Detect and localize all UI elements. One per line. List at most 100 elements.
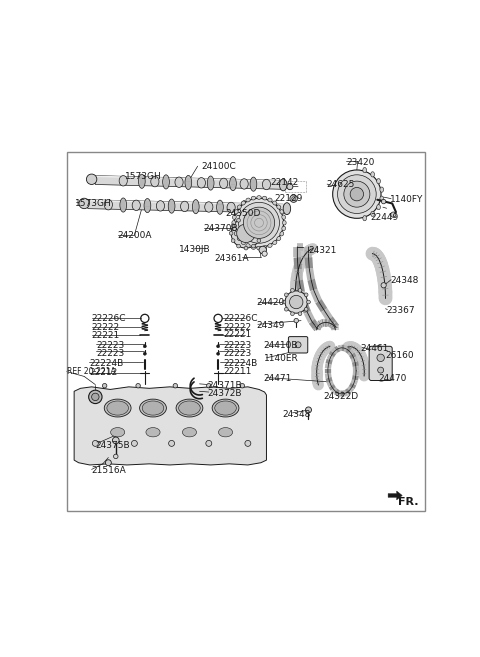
Circle shape bbox=[333, 170, 381, 218]
Ellipse shape bbox=[246, 198, 250, 202]
Ellipse shape bbox=[250, 177, 257, 191]
Ellipse shape bbox=[263, 246, 267, 249]
Ellipse shape bbox=[232, 215, 236, 219]
Circle shape bbox=[92, 393, 99, 401]
Circle shape bbox=[252, 244, 255, 248]
Circle shape bbox=[292, 196, 296, 200]
Circle shape bbox=[287, 184, 293, 190]
Circle shape bbox=[350, 187, 363, 201]
Text: 24420: 24420 bbox=[256, 298, 285, 307]
Ellipse shape bbox=[104, 399, 131, 417]
Circle shape bbox=[378, 367, 384, 373]
Circle shape bbox=[239, 202, 279, 243]
Circle shape bbox=[206, 440, 212, 446]
Circle shape bbox=[173, 384, 178, 388]
Ellipse shape bbox=[119, 175, 127, 186]
Ellipse shape bbox=[163, 175, 169, 189]
Ellipse shape bbox=[277, 205, 281, 209]
Ellipse shape bbox=[156, 200, 165, 211]
Circle shape bbox=[381, 283, 386, 288]
Ellipse shape bbox=[120, 198, 127, 212]
Circle shape bbox=[216, 345, 219, 348]
Circle shape bbox=[337, 175, 376, 214]
Ellipse shape bbox=[107, 401, 129, 415]
Text: 22224B: 22224B bbox=[89, 359, 123, 368]
Ellipse shape bbox=[234, 210, 238, 214]
Circle shape bbox=[79, 198, 89, 209]
Ellipse shape bbox=[146, 428, 160, 437]
Circle shape bbox=[259, 231, 263, 235]
Ellipse shape bbox=[237, 237, 241, 240]
Circle shape bbox=[294, 319, 299, 323]
Ellipse shape bbox=[257, 196, 261, 199]
Ellipse shape bbox=[273, 201, 277, 205]
Text: 22223: 22223 bbox=[223, 349, 251, 358]
Ellipse shape bbox=[371, 212, 374, 217]
Ellipse shape bbox=[234, 232, 238, 236]
Text: 22211: 22211 bbox=[223, 367, 252, 376]
Circle shape bbox=[144, 352, 146, 355]
Circle shape bbox=[290, 195, 297, 202]
Text: 21516A: 21516A bbox=[92, 466, 126, 474]
Ellipse shape bbox=[232, 221, 236, 225]
Circle shape bbox=[102, 384, 107, 388]
Ellipse shape bbox=[263, 179, 271, 190]
Text: 22212: 22212 bbox=[89, 368, 117, 377]
Text: 24375B: 24375B bbox=[96, 441, 130, 450]
Text: 1140ER: 1140ER bbox=[264, 354, 299, 363]
Ellipse shape bbox=[280, 210, 284, 214]
Ellipse shape bbox=[241, 200, 248, 215]
Text: 24348: 24348 bbox=[282, 410, 311, 419]
Ellipse shape bbox=[241, 240, 245, 244]
Ellipse shape bbox=[237, 205, 241, 209]
Text: 22449: 22449 bbox=[371, 213, 399, 221]
Text: 26160: 26160 bbox=[385, 351, 414, 361]
Text: 22129: 22129 bbox=[274, 194, 302, 203]
Ellipse shape bbox=[229, 177, 236, 191]
Text: 22222: 22222 bbox=[92, 323, 120, 332]
Text: 24348: 24348 bbox=[390, 276, 419, 285]
Circle shape bbox=[285, 293, 288, 297]
Circle shape bbox=[89, 390, 102, 403]
Ellipse shape bbox=[132, 200, 140, 210]
Text: 24410B: 24410B bbox=[264, 342, 299, 350]
Text: 22223: 22223 bbox=[223, 342, 251, 350]
Ellipse shape bbox=[227, 202, 235, 213]
Circle shape bbox=[344, 181, 370, 207]
Text: 23420: 23420 bbox=[347, 158, 375, 167]
Ellipse shape bbox=[380, 196, 384, 201]
Circle shape bbox=[144, 345, 146, 348]
Ellipse shape bbox=[279, 179, 287, 191]
Circle shape bbox=[231, 218, 261, 248]
Circle shape bbox=[290, 288, 294, 292]
Ellipse shape bbox=[104, 200, 112, 210]
Ellipse shape bbox=[246, 244, 250, 248]
Ellipse shape bbox=[139, 174, 145, 189]
Ellipse shape bbox=[212, 399, 239, 417]
Text: 24321: 24321 bbox=[309, 246, 337, 255]
Text: 22223: 22223 bbox=[96, 349, 125, 358]
Text: 24471: 24471 bbox=[264, 374, 292, 383]
Circle shape bbox=[114, 454, 118, 459]
Circle shape bbox=[307, 300, 311, 304]
Ellipse shape bbox=[219, 178, 228, 189]
Circle shape bbox=[282, 300, 286, 304]
Ellipse shape bbox=[197, 177, 205, 188]
Circle shape bbox=[295, 342, 301, 348]
Text: 22226C: 22226C bbox=[92, 314, 126, 323]
Polygon shape bbox=[94, 175, 283, 182]
Polygon shape bbox=[86, 200, 287, 213]
Ellipse shape bbox=[377, 376, 385, 381]
Ellipse shape bbox=[175, 177, 183, 187]
Text: 24200A: 24200A bbox=[118, 231, 152, 240]
Circle shape bbox=[237, 244, 240, 248]
Ellipse shape bbox=[110, 428, 125, 437]
Circle shape bbox=[132, 440, 137, 446]
Ellipse shape bbox=[280, 232, 284, 236]
Ellipse shape bbox=[218, 428, 233, 437]
Ellipse shape bbox=[204, 202, 213, 212]
Ellipse shape bbox=[283, 203, 290, 215]
Circle shape bbox=[216, 352, 219, 355]
Ellipse shape bbox=[270, 203, 278, 214]
FancyBboxPatch shape bbox=[288, 336, 308, 353]
